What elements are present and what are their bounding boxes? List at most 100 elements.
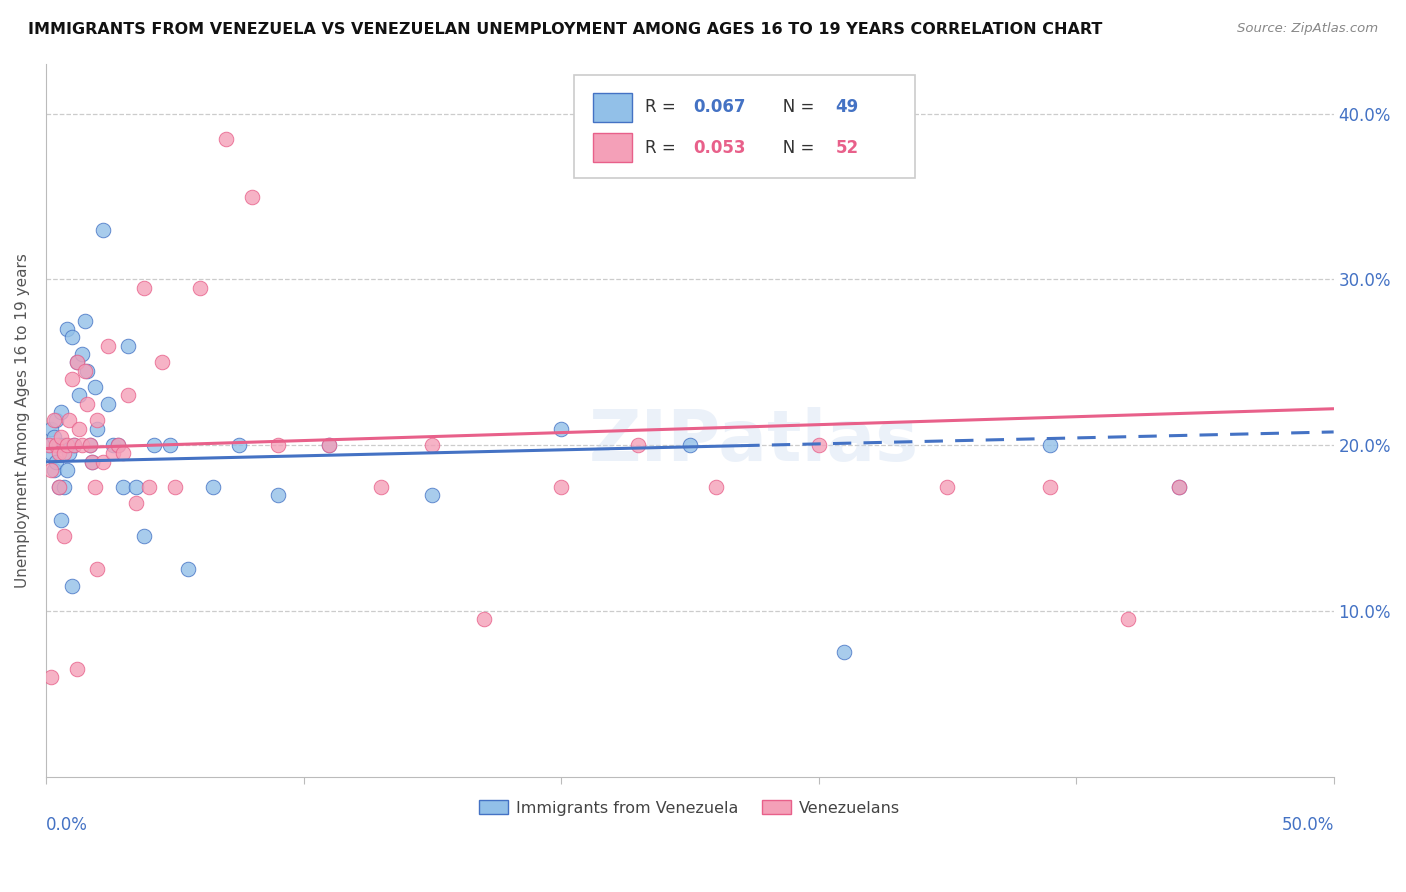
Point bbox=[58, 413, 80, 427]
Point bbox=[55, 463, 77, 477]
Point bbox=[82, 455, 104, 469]
Point bbox=[39, 422, 62, 436]
Point bbox=[420, 438, 443, 452]
Point bbox=[370, 480, 392, 494]
Point bbox=[1116, 612, 1139, 626]
Point bbox=[42, 430, 65, 444]
FancyBboxPatch shape bbox=[593, 93, 631, 121]
Point bbox=[48, 480, 70, 494]
Text: 52: 52 bbox=[835, 138, 859, 157]
Text: N =: N = bbox=[768, 138, 820, 157]
Point bbox=[66, 355, 89, 369]
Point bbox=[97, 339, 120, 353]
Text: 0.0%: 0.0% bbox=[46, 816, 87, 834]
Point bbox=[45, 438, 67, 452]
Point bbox=[60, 372, 83, 386]
Text: N =: N = bbox=[768, 98, 820, 116]
Point bbox=[82, 455, 104, 469]
Point bbox=[1168, 480, 1191, 494]
Point bbox=[150, 355, 173, 369]
Text: 0.067: 0.067 bbox=[693, 98, 747, 116]
Point bbox=[125, 480, 148, 494]
Point bbox=[70, 347, 93, 361]
Point bbox=[53, 446, 76, 460]
Point bbox=[45, 455, 67, 469]
Point bbox=[163, 480, 186, 494]
Text: ZIPatlas: ZIPatlas bbox=[589, 408, 920, 476]
Point bbox=[55, 322, 77, 336]
Text: 49: 49 bbox=[835, 98, 859, 116]
Point bbox=[143, 438, 166, 452]
Point bbox=[38, 438, 60, 452]
Point bbox=[76, 397, 98, 411]
Point bbox=[63, 438, 86, 452]
Point bbox=[112, 446, 135, 460]
Point bbox=[704, 480, 727, 494]
Text: Source: ZipAtlas.com: Source: ZipAtlas.com bbox=[1237, 22, 1378, 36]
Point bbox=[267, 488, 290, 502]
Point bbox=[550, 422, 572, 436]
Point bbox=[45, 413, 67, 427]
Point bbox=[83, 480, 105, 494]
Point bbox=[53, 480, 76, 494]
Point bbox=[48, 446, 70, 460]
Point bbox=[420, 488, 443, 502]
FancyBboxPatch shape bbox=[574, 75, 915, 178]
Point bbox=[69, 422, 91, 436]
Text: 0.053: 0.053 bbox=[693, 138, 747, 157]
Point bbox=[86, 413, 108, 427]
Point bbox=[159, 438, 181, 452]
Point bbox=[70, 438, 93, 452]
Text: R =: R = bbox=[645, 98, 681, 116]
Text: 50.0%: 50.0% bbox=[1281, 816, 1334, 834]
Point bbox=[51, 513, 73, 527]
Point bbox=[138, 480, 160, 494]
Point bbox=[679, 438, 702, 452]
Y-axis label: Unemployment Among Ages 16 to 19 years: Unemployment Among Ages 16 to 19 years bbox=[15, 253, 30, 588]
Point bbox=[91, 223, 114, 237]
Point bbox=[39, 446, 62, 460]
Point bbox=[79, 438, 101, 452]
Legend: Immigrants from Venezuela, Venezuelans: Immigrants from Venezuela, Venezuelans bbox=[472, 794, 907, 822]
Point bbox=[60, 579, 83, 593]
Point bbox=[107, 438, 129, 452]
Point bbox=[1039, 480, 1062, 494]
Point bbox=[101, 438, 124, 452]
Point bbox=[550, 480, 572, 494]
Point bbox=[132, 281, 155, 295]
Point bbox=[79, 438, 101, 452]
Point bbox=[97, 397, 120, 411]
Point bbox=[76, 364, 98, 378]
Point bbox=[53, 438, 76, 452]
FancyBboxPatch shape bbox=[593, 133, 631, 162]
Point bbox=[51, 405, 73, 419]
Point bbox=[39, 670, 62, 684]
Point bbox=[48, 438, 70, 452]
Point bbox=[53, 529, 76, 543]
Text: R =: R = bbox=[645, 138, 681, 157]
Point bbox=[117, 339, 139, 353]
Point bbox=[83, 380, 105, 394]
Point bbox=[936, 480, 959, 494]
Point bbox=[42, 413, 65, 427]
Point bbox=[267, 438, 290, 452]
Point bbox=[240, 189, 263, 203]
Point bbox=[176, 562, 198, 576]
Point bbox=[125, 496, 148, 510]
Point bbox=[86, 562, 108, 576]
Point bbox=[51, 430, 73, 444]
Point bbox=[39, 463, 62, 477]
Point bbox=[1039, 438, 1062, 452]
Point bbox=[107, 438, 129, 452]
Point bbox=[132, 529, 155, 543]
Point bbox=[73, 314, 96, 328]
Point bbox=[117, 388, 139, 402]
Point bbox=[202, 480, 225, 494]
Point bbox=[58, 446, 80, 460]
Point bbox=[73, 364, 96, 378]
Point bbox=[228, 438, 250, 452]
Point bbox=[215, 131, 238, 145]
Point bbox=[63, 438, 86, 452]
Point bbox=[42, 463, 65, 477]
Point bbox=[66, 662, 89, 676]
